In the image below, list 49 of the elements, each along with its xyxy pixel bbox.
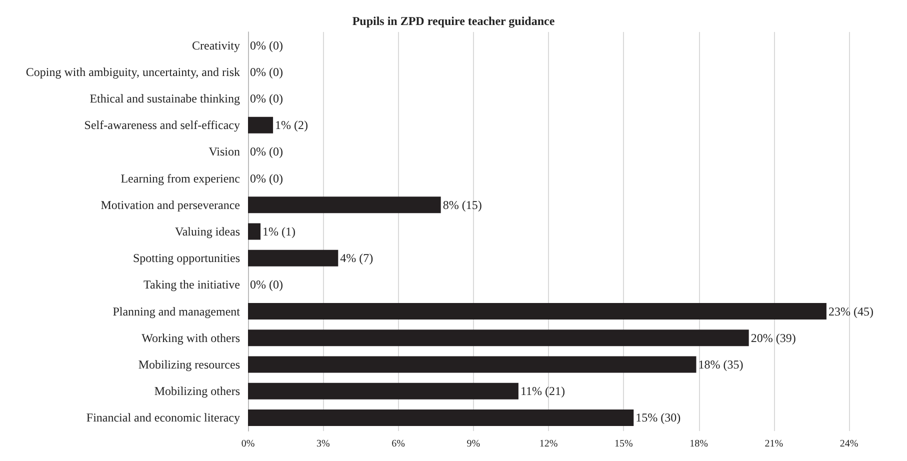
y-tick-label: Financial and economic literacy: [86, 410, 240, 425]
x-tick-label: 18%: [690, 438, 708, 450]
x-tick-label: 12%: [539, 438, 558, 450]
data-label: 4% (7): [340, 251, 374, 266]
data-label: 11% (21): [520, 384, 565, 398]
y-tick-label: Motivation and perseverance: [100, 198, 240, 212]
data-label: 0% (0): [250, 64, 283, 79]
data-label: 1% (1): [262, 224, 296, 238]
y-tick-label: Coping with ambiguity, uncertainty, and risk: [26, 64, 240, 79]
bar: [248, 250, 338, 266]
y-tick-label: Ethical and sustainabe thinking: [90, 92, 240, 106]
data-label: 0% (0): [250, 144, 283, 159]
y-tick-label: Vision: [208, 144, 240, 159]
bar: [248, 303, 826, 320]
data-label: 23% (45): [828, 304, 874, 318]
data-label: 1% (2): [275, 118, 308, 132]
y-tick-label: Spotting opportunities: [132, 251, 240, 266]
bar: [248, 382, 518, 400]
data-label: 15% (30): [636, 410, 681, 425]
x-tick-label: 6%: [392, 438, 405, 450]
bar: [248, 116, 274, 134]
y-tick-label: Mobilizing others: [154, 384, 240, 398]
y-tick-label: Creativity: [192, 38, 240, 52]
y-tick-label: Learning from experienc: [120, 171, 240, 186]
y-tick-label: Planning and management: [112, 304, 241, 318]
y-tick-label: Taking the initiative: [144, 278, 240, 292]
bar: [248, 196, 441, 214]
x-tick-label: 24%: [840, 438, 858, 450]
chart-title: Pupils in ZPD require teacher guidance: [352, 14, 556, 28]
x-tick-label: 0%: [241, 438, 255, 450]
bar: [248, 356, 696, 373]
data-label: 0% (0): [250, 92, 283, 106]
data-label: 0% (0): [250, 278, 283, 292]
bar: [248, 409, 634, 426]
data-label: 18% (35): [698, 358, 744, 372]
bar: [248, 330, 749, 346]
x-tick-label: 15%: [614, 438, 633, 450]
bar: [248, 223, 261, 240]
data-label: 0% (0): [250, 171, 283, 186]
data-label: 0% (0): [250, 38, 283, 52]
data-label: 8% (15): [442, 198, 482, 212]
y-tick-label: Self-awareness and self-efficacy: [84, 118, 240, 132]
y-tick-label: Mobilizing resources: [138, 358, 240, 372]
x-tick-label: 3%: [316, 438, 330, 450]
y-tick-label: Working with others: [142, 330, 240, 345]
x-tick-label: 21%: [764, 438, 784, 450]
x-tick-label: 9%: [466, 438, 480, 450]
data-label: 20% (39): [750, 330, 796, 345]
y-tick-label: Valuing ideas: [175, 224, 240, 238]
